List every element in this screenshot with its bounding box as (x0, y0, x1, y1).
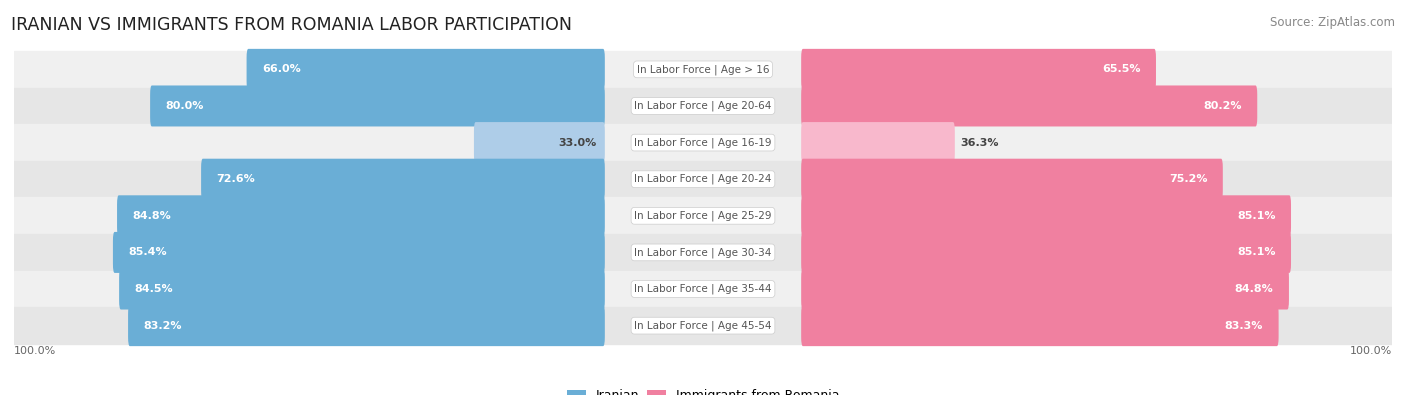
Bar (14, 271, 1392, 307)
Bar (14, 124, 1392, 161)
Text: 36.3%: 36.3% (960, 137, 998, 148)
Bar (14, 88, 1392, 124)
Text: In Labor Force | Age 16-19: In Labor Force | Age 16-19 (634, 137, 772, 148)
FancyBboxPatch shape (801, 305, 1278, 346)
Text: In Labor Force | Age 30-34: In Labor Force | Age 30-34 (634, 247, 772, 258)
Text: 33.0%: 33.0% (558, 137, 596, 148)
Text: 65.5%: 65.5% (1102, 64, 1140, 74)
Text: 84.5%: 84.5% (135, 284, 173, 294)
FancyBboxPatch shape (801, 49, 1156, 90)
Text: In Labor Force | Age 20-64: In Labor Force | Age 20-64 (634, 101, 772, 111)
FancyBboxPatch shape (128, 305, 605, 346)
Text: 85.4%: 85.4% (128, 247, 167, 258)
Text: In Labor Force | Age 25-29: In Labor Force | Age 25-29 (634, 211, 772, 221)
Bar (14, 234, 1392, 271)
FancyBboxPatch shape (117, 195, 605, 236)
Bar (14, 51, 1392, 88)
Text: In Labor Force | Age 35-44: In Labor Force | Age 35-44 (634, 284, 772, 294)
FancyBboxPatch shape (801, 232, 1291, 273)
Text: In Labor Force | Age 45-54: In Labor Force | Age 45-54 (634, 320, 772, 331)
FancyBboxPatch shape (150, 85, 605, 126)
Text: 66.0%: 66.0% (262, 64, 301, 74)
FancyBboxPatch shape (801, 85, 1257, 126)
Text: 75.2%: 75.2% (1168, 174, 1208, 184)
Bar (14, 198, 1392, 234)
Text: In Labor Force | Age 20-24: In Labor Force | Age 20-24 (634, 174, 772, 184)
FancyBboxPatch shape (120, 269, 605, 310)
FancyBboxPatch shape (801, 122, 955, 163)
FancyBboxPatch shape (801, 269, 1289, 310)
FancyBboxPatch shape (246, 49, 605, 90)
Text: 83.3%: 83.3% (1225, 321, 1263, 331)
Text: 83.2%: 83.2% (143, 321, 183, 331)
Bar (14, 161, 1392, 198)
Text: 85.1%: 85.1% (1237, 247, 1275, 258)
Text: 80.0%: 80.0% (166, 101, 204, 111)
Text: 100.0%: 100.0% (14, 346, 56, 356)
Legend: Iranian, Immigrants from Romania: Iranian, Immigrants from Romania (562, 384, 844, 395)
FancyBboxPatch shape (801, 195, 1291, 236)
FancyBboxPatch shape (201, 159, 605, 200)
Text: IRANIAN VS IMMIGRANTS FROM ROMANIA LABOR PARTICIPATION: IRANIAN VS IMMIGRANTS FROM ROMANIA LABOR… (11, 16, 572, 34)
FancyBboxPatch shape (474, 122, 605, 163)
Text: 72.6%: 72.6% (217, 174, 256, 184)
FancyBboxPatch shape (801, 159, 1223, 200)
Text: 100.0%: 100.0% (1350, 346, 1392, 356)
FancyBboxPatch shape (112, 232, 605, 273)
Text: 84.8%: 84.8% (1234, 284, 1274, 294)
Text: 85.1%: 85.1% (1237, 211, 1275, 221)
Text: 80.2%: 80.2% (1204, 101, 1241, 111)
Text: 84.8%: 84.8% (132, 211, 172, 221)
Bar (14, 307, 1392, 344)
Text: Source: ZipAtlas.com: Source: ZipAtlas.com (1270, 16, 1395, 29)
Text: In Labor Force | Age > 16: In Labor Force | Age > 16 (637, 64, 769, 75)
